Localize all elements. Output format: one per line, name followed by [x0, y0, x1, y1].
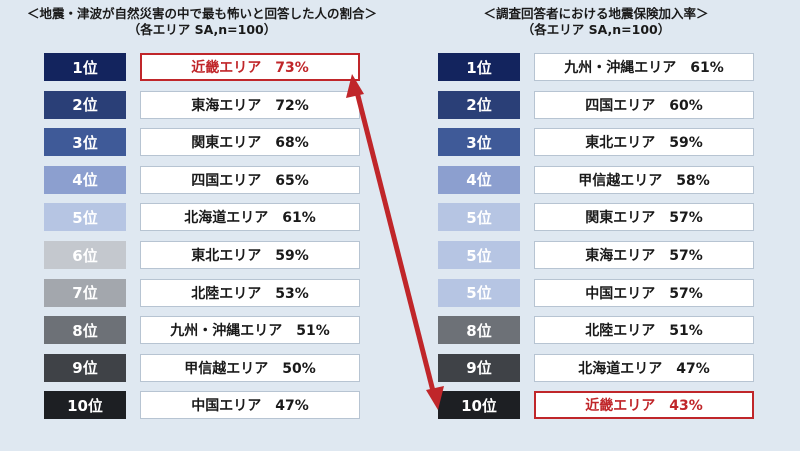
rank-row: 2位 東海エリア 72% — [22, 90, 382, 119]
area-value: 北陸エリア 53% — [140, 278, 360, 307]
rank-row: 10位 近畿エリア 43% — [416, 391, 776, 420]
rank-row: 9位 北海道エリア 47% — [416, 353, 776, 382]
rank-badge: 2位 — [438, 90, 520, 119]
area-value: 関東エリア 68% — [140, 128, 360, 157]
rank-badge: 1位 — [44, 53, 126, 81]
area-value: 東海エリア 72% — [140, 90, 360, 119]
rank-row: 5位 北海道エリア 61% — [22, 203, 382, 232]
area-value: 中国エリア 47% — [140, 391, 360, 420]
right-title: ＜調査回答者における地震保険加入率＞ — [483, 6, 709, 21]
rank-row: 9位 甲信越エリア 50% — [22, 353, 382, 382]
rank-row: 2位 四国エリア 60% — [416, 90, 776, 119]
rank-badge: 10位 — [44, 391, 126, 420]
rank-row: 3位 東北エリア 59% — [416, 128, 776, 157]
arrow-head-bottom — [426, 386, 444, 410]
rank-badge: 1位 — [438, 53, 520, 81]
rank-badge: 3位 — [438, 128, 520, 157]
rank-badge: 3位 — [44, 128, 126, 157]
rank-row: 5位 関東エリア 57% — [416, 203, 776, 232]
rank-badge: 7位 — [44, 278, 126, 307]
area-value: 中国エリア 57% — [534, 278, 754, 307]
area-value: 四国エリア 65% — [140, 165, 360, 194]
rank-badge: 6位 — [44, 241, 126, 269]
rank-badge: 2位 — [44, 90, 126, 119]
rank-badge: 10位 — [438, 391, 520, 420]
rank-row: 8位 北陸エリア 51% — [416, 316, 776, 345]
rank-badge: 9位 — [44, 353, 126, 382]
rank-row: 4位 甲信越エリア 58% — [416, 165, 776, 194]
rank-badge: 5位 — [438, 203, 520, 232]
rank-row: 5位 東海エリア 57% — [416, 241, 776, 269]
right-ranking-panel: ＜調査回答者における地震保険加入率＞ （各エリア SA,n=100） 1位 九州・… — [416, 0, 776, 420]
right-subtitle: （各エリア SA,n=100） — [521, 22, 671, 37]
rank-row: 1位 近畿エリア 73% — [22, 53, 382, 81]
rank-badge: 4位 — [438, 165, 520, 194]
rank-badge: 5位 — [44, 203, 126, 232]
rank-badge: 4位 — [44, 165, 126, 194]
rank-row: 6位 東北エリア 59% — [22, 241, 382, 269]
rank-row: 3位 関東エリア 68% — [22, 128, 382, 157]
area-value: 東北エリア 59% — [140, 241, 360, 269]
rank-row: 7位 北陸エリア 53% — [22, 278, 382, 307]
rank-badge: 8位 — [44, 316, 126, 345]
rank-row: 10位 中国エリア 47% — [22, 391, 382, 420]
rank-badge: 9位 — [438, 353, 520, 382]
area-value: 四国エリア 60% — [534, 90, 754, 119]
rank-badge: 8位 — [438, 316, 520, 345]
left-title: ＜地震・津波が自然災害の中で最も怖いと回答した人の割合＞ — [26, 6, 377, 21]
area-value: 北陸エリア 51% — [534, 316, 754, 345]
highlighted-area-value: 近畿エリア 73% — [140, 53, 360, 81]
rank-row: 1位 九州・沖縄エリア 61% — [416, 53, 776, 81]
area-value: 甲信越エリア 50% — [140, 353, 360, 382]
area-value: 東北エリア 59% — [534, 128, 754, 157]
left-subtitle: （各エリア SA,n=100） — [127, 22, 277, 37]
area-value: 北海道エリア 47% — [534, 353, 754, 382]
arrow-shaft — [353, 87, 437, 396]
area-value: 関東エリア 57% — [534, 203, 754, 232]
area-value: 九州・沖縄エリア 61% — [534, 53, 754, 81]
area-value: 北海道エリア 61% — [140, 203, 360, 232]
highlighted-area-value: 近畿エリア 43% — [534, 391, 754, 420]
rank-badge: 5位 — [438, 241, 520, 269]
rank-row: 4位 四国エリア 65% — [22, 165, 382, 194]
rank-row: 5位 中国エリア 57% — [416, 278, 776, 307]
arrow-head-top — [346, 74, 364, 98]
area-value: 九州・沖縄エリア 51% — [140, 316, 360, 345]
rank-row: 8位 九州・沖縄エリア 51% — [22, 316, 382, 345]
area-value: 甲信越エリア 58% — [534, 165, 754, 194]
rank-badge: 5位 — [438, 278, 520, 307]
left-ranking-panel: ＜地震・津波が自然災害の中で最も怖いと回答した人の割合＞ （各エリア SA,n=… — [22, 0, 382, 420]
area-value: 東海エリア 57% — [534, 241, 754, 269]
